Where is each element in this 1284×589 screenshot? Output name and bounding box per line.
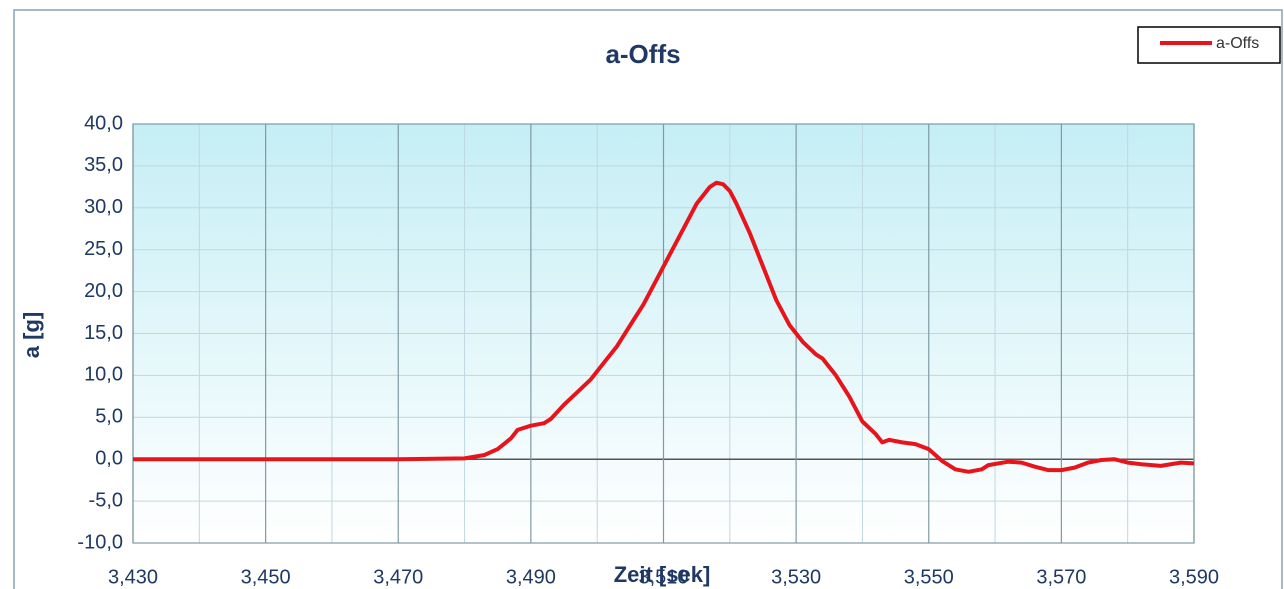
x-tick-label: 3,490 [506, 566, 556, 588]
x-tick-label: 3,530 [771, 566, 821, 588]
y-tick-label: 20,0 [84, 280, 123, 302]
x-tick-label: 3,470 [373, 566, 423, 588]
y-tick-label: 0,0 [95, 447, 123, 469]
y-tick-label: -10,0 [77, 531, 123, 553]
y-tick-label: -5,0 [89, 489, 123, 511]
x-tick-label: 3,450 [241, 566, 291, 588]
data-line [133, 180, 1195, 474]
plot-border [132, 123, 1195, 544]
y-tick-label: 30,0 [84, 196, 123, 218]
x-tick-label: 3,510 [638, 566, 688, 588]
y-tick-label: 40,0 [84, 112, 123, 134]
y-tick-label: 5,0 [95, 406, 123, 428]
y-tick-label: 25,0 [84, 238, 123, 260]
y-tick-label: 35,0 [84, 154, 123, 176]
y-axis-label: a [g] [19, 312, 44, 358]
x-tick-label: 3,570 [1036, 566, 1086, 588]
x-tick-label: 3,590 [1169, 566, 1219, 588]
x-tick-label: 3,550 [904, 566, 954, 588]
chart-title: a-Offs [605, 39, 680, 69]
x-axis-label: Zeit [sek] [614, 562, 711, 587]
y-tick-label: 10,0 [84, 364, 123, 386]
legend-label: a-Offs [1216, 35, 1259, 52]
y-tick-label: 15,0 [84, 322, 123, 344]
x-tick-label: 3,430 [108, 566, 158, 588]
